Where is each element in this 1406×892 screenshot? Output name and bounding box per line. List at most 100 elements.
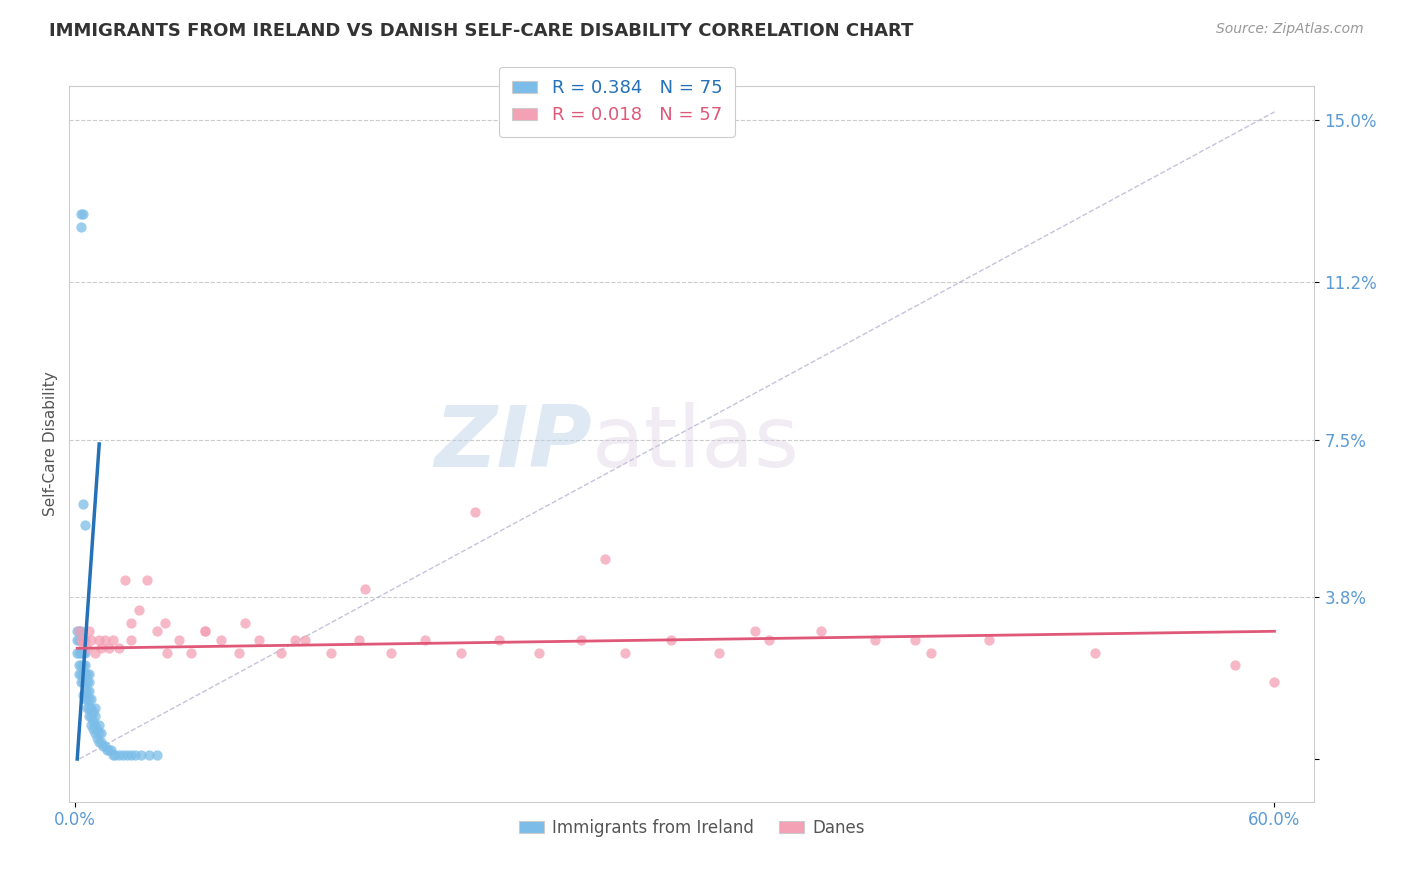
- Point: [67, 624, 90, 639]
- Point: [233, 615, 256, 630]
- Text: ZIP: ZIP: [434, 402, 592, 485]
- Point: [194, 624, 217, 639]
- Point: [75, 632, 97, 647]
- Point: [96, 743, 118, 757]
- Point: [84, 701, 107, 715]
- Point: [128, 603, 150, 617]
- Point: [294, 632, 316, 647]
- Point: [115, 747, 138, 762]
- Point: [527, 646, 550, 660]
- Point: [77, 701, 100, 715]
- Point: [72, 675, 94, 690]
- Point: [75, 646, 97, 660]
- Point: [82, 722, 104, 736]
- Point: [180, 646, 202, 660]
- Point: [284, 632, 307, 647]
- Point: [80, 709, 103, 723]
- Point: [488, 632, 510, 647]
- Point: [1263, 675, 1285, 690]
- Point: [89, 735, 111, 749]
- Point: [977, 632, 1000, 647]
- Point: [270, 646, 292, 660]
- Point: [194, 624, 217, 639]
- Point: [84, 709, 107, 723]
- Text: IMMIGRANTS FROM IRELAND VS DANISH SELF-CARE DISABILITY CORRELATION CHART: IMMIGRANTS FROM IRELAND VS DANISH SELF-C…: [49, 22, 914, 40]
- Point: [75, 517, 97, 532]
- Point: [80, 692, 103, 706]
- Point: [77, 709, 100, 723]
- Point: [70, 675, 93, 690]
- Point: [659, 632, 682, 647]
- Point: [450, 646, 472, 660]
- Point: [70, 624, 93, 639]
- Point: [464, 505, 486, 519]
- Point: [124, 747, 146, 762]
- Point: [90, 726, 112, 740]
- Text: atlas: atlas: [592, 402, 800, 485]
- Point: [75, 666, 97, 681]
- Point: [89, 726, 111, 740]
- Point: [129, 747, 152, 762]
- Point: [75, 684, 97, 698]
- Point: [76, 675, 98, 690]
- Point: [100, 743, 122, 757]
- Point: [89, 718, 111, 732]
- Point: [98, 743, 121, 757]
- Point: [228, 646, 250, 660]
- Point: [380, 646, 402, 660]
- Point: [82, 714, 104, 728]
- Point: [67, 632, 90, 647]
- Point: [146, 624, 169, 639]
- Point: [593, 552, 616, 566]
- Point: [104, 747, 127, 762]
- Point: [744, 624, 766, 639]
- Point: [76, 692, 98, 706]
- Point: [247, 632, 270, 647]
- Point: [569, 632, 592, 647]
- Point: [613, 646, 636, 660]
- Point: [120, 615, 142, 630]
- Point: [120, 632, 142, 647]
- Point: [72, 497, 94, 511]
- Point: [863, 632, 886, 647]
- Point: [103, 632, 125, 647]
- Point: [77, 675, 100, 690]
- Point: [758, 632, 780, 647]
- Point: [72, 632, 94, 647]
- Point: [67, 646, 90, 660]
- Point: [70, 666, 93, 681]
- Point: [94, 632, 117, 647]
- Point: [70, 646, 93, 660]
- Point: [72, 207, 94, 221]
- Point: [80, 718, 103, 732]
- Point: [153, 615, 176, 630]
- Point: [707, 646, 730, 660]
- Point: [70, 207, 93, 221]
- Point: [114, 573, 136, 587]
- Point: [70, 219, 93, 234]
- Point: [70, 658, 93, 673]
- Point: [82, 705, 104, 719]
- Point: [94, 739, 117, 754]
- Point: [91, 739, 114, 754]
- Point: [112, 747, 135, 762]
- Point: [72, 688, 94, 702]
- Point: [75, 692, 97, 706]
- Point: [67, 624, 90, 639]
- Point: [72, 658, 94, 673]
- Point: [76, 666, 98, 681]
- Point: [80, 701, 103, 715]
- Point: [84, 718, 107, 732]
- Point: [209, 632, 232, 647]
- Point: [354, 582, 377, 596]
- Point: [167, 632, 190, 647]
- Point: [76, 641, 98, 656]
- Point: [67, 666, 90, 681]
- Point: [72, 666, 94, 681]
- Point: [120, 747, 142, 762]
- Point: [156, 646, 179, 660]
- Point: [108, 747, 131, 762]
- Point: [77, 666, 100, 681]
- Point: [98, 641, 121, 656]
- Point: [75, 658, 97, 673]
